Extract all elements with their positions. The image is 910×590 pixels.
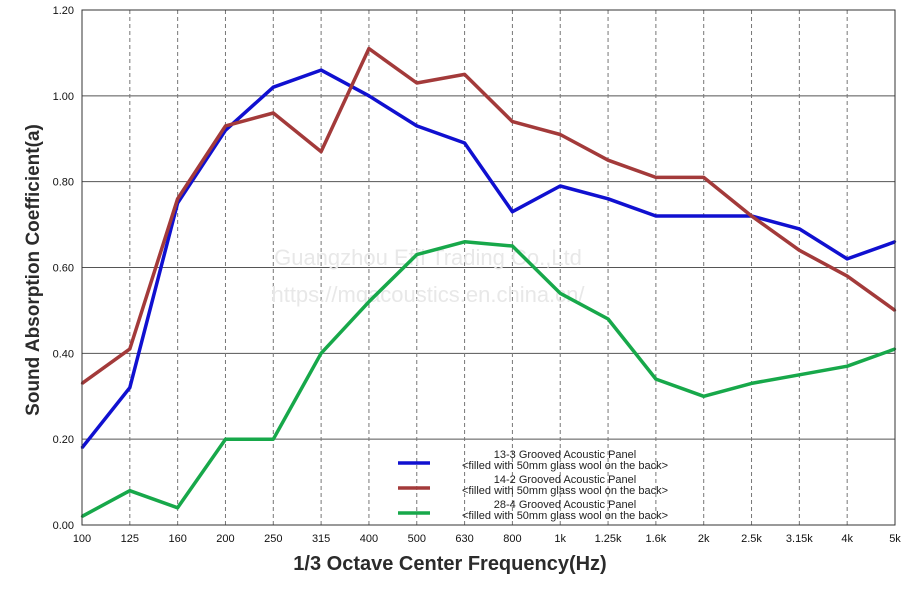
data-point [750, 214, 753, 218]
x-tick-labels: 100 125 160 200 250 315 400 500 630 800 1k 1.25k 1.6… [73, 533, 901, 545]
y-axis-title: Sound Absorption Coefficient(a) [23, 124, 44, 416]
data-point [702, 176, 705, 179]
data-point [367, 94, 371, 98]
y-tick-label: 0.00 [53, 520, 74, 532]
data-point [367, 300, 371, 304]
data-point [128, 386, 132, 389]
x-tick-label: 800 [503, 533, 521, 545]
data-point [319, 352, 323, 355]
x-tick-label: 100 [73, 533, 91, 545]
data-point [606, 197, 610, 201]
data-point [415, 81, 418, 85]
x-tick-label: 400 [360, 533, 378, 545]
data-point [511, 244, 514, 248]
data-point [798, 227, 801, 231]
data-point [654, 377, 658, 381]
data-point [415, 124, 418, 128]
x-tick-label: 4k [841, 533, 853, 545]
data-point [845, 365, 849, 368]
x-tick-label: 500 [408, 533, 426, 545]
data-point [367, 47, 371, 50]
data-point [463, 240, 466, 243]
series-line-2 [80, 46, 897, 385]
series-line-3 [81, 240, 896, 518]
y-tick-label: 1.20 [53, 5, 74, 17]
x-tick-label: 1.6k [645, 533, 666, 545]
legend-label-1: 13-3 Grooved Acoustic Panel [494, 449, 636, 461]
watermark-line-1: Guangzhou Effi Trading Co.,Ltd [274, 245, 582, 270]
data-point [702, 214, 705, 218]
plot-frame [81, 9, 896, 526]
data-point [606, 159, 610, 162]
y-tick-label: 0.40 [53, 348, 74, 360]
x-tick-label: 1k [554, 533, 566, 545]
data-point [463, 141, 466, 145]
x-tick-label: 2.5k [741, 533, 762, 545]
data-point [845, 274, 849, 278]
x-tick-label: 2k [698, 533, 710, 545]
legend-label-3: 28-4 Grooved Acoustic Panel [494, 499, 636, 511]
data-point [845, 257, 849, 261]
watermark-line-2: https://mqacoustics.en.china.cn/ [271, 282, 585, 307]
legend-note-3: <filled with 50mm glass wool on the back… [462, 510, 668, 522]
x-tick-label: 5k [889, 533, 901, 545]
series-line-1 [80, 68, 896, 449]
legend-note-1: <filled with 50mm glass wool on the back… [462, 460, 668, 472]
data-point [750, 382, 753, 385]
y-tick-label: 0.80 [53, 177, 74, 189]
data-point [606, 317, 610, 321]
data-point [272, 111, 275, 115]
data-point [559, 133, 562, 136]
x-tick-label: 630 [455, 533, 473, 545]
data-point [463, 73, 466, 76]
legend-note-2: <filled with 50mm glass wool on the back… [462, 485, 668, 497]
data-point [128, 347, 132, 351]
watermark: Guangzhou Effi Trading Co.,Ltd https://m… [271, 245, 585, 307]
data-point [272, 86, 275, 89]
data-point [559, 292, 562, 295]
y-tick-label: 0.20 [53, 434, 74, 446]
data-point [176, 506, 179, 510]
data-point [128, 489, 132, 492]
y-tick-label: 1.00 [53, 91, 74, 103]
data-point [224, 437, 227, 441]
x-axis-title: 1/3 Octave Center Frequency(Hz) [293, 553, 606, 575]
x-tick-label: 315 [312, 533, 330, 545]
x-tick-label: 250 [264, 533, 282, 545]
data-point [224, 124, 227, 128]
y-tick-label: 0.60 [53, 263, 74, 275]
data-point [511, 120, 514, 123]
x-tick-label: 1.25k [595, 533, 622, 545]
data-point [511, 210, 514, 213]
series-lines [80, 46, 897, 518]
data-point [654, 214, 658, 218]
data-point [319, 150, 323, 153]
legend-label-2: 14-2 Grooved Acoustic Panel [494, 474, 636, 486]
data-point [559, 184, 562, 188]
data-point [702, 395, 705, 398]
x-tick-label: 125 [121, 533, 139, 545]
data-point [415, 253, 418, 256]
y-tick-labels: 0.00 0.20 0.40 0.60 0.80 1.00 1.20 [53, 5, 74, 532]
data-point [798, 249, 801, 252]
data-point [319, 68, 323, 72]
x-tick-label: 160 [168, 533, 186, 545]
data-point [654, 176, 658, 179]
data-point [272, 437, 275, 441]
data-point [798, 373, 801, 376]
x-tick-label: 200 [216, 533, 234, 545]
x-tick-label: 3.15k [786, 533, 813, 545]
data-point [176, 197, 179, 201]
legend: 13-3 Grooved Acoustic Panel<filled with … [398, 449, 668, 522]
